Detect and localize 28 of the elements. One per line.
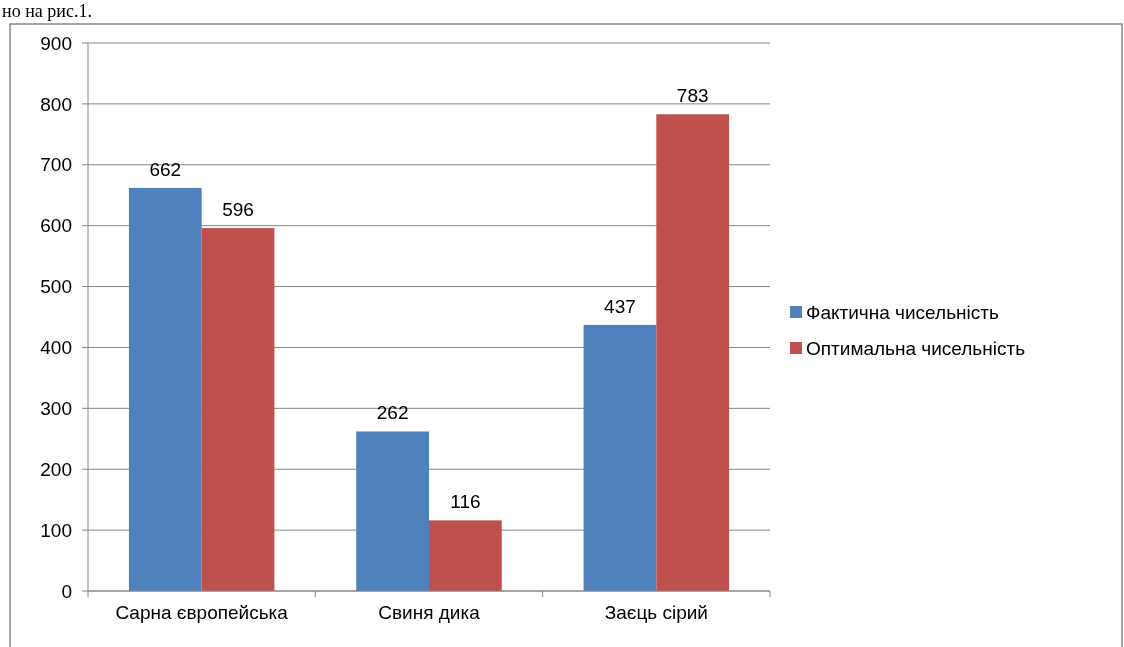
x-tick-label: Заєць сірий — [604, 602, 708, 623]
bar — [583, 324, 657, 591]
y-tick-label: 100 — [40, 519, 72, 541]
x-tick-label: Свиня дика — [378, 602, 481, 623]
y-tick-label: 600 — [40, 215, 72, 237]
y-tick-label: 800 — [40, 93, 72, 115]
y-tick-label: 700 — [40, 154, 72, 176]
legend-label: Оптимальна чисельність — [806, 337, 1026, 359]
data-label: 116 — [450, 491, 481, 513]
bar — [201, 228, 275, 591]
data-label: 783 — [676, 85, 709, 107]
legend-label: Фактична чисельність — [806, 301, 999, 323]
bar — [128, 187, 202, 591]
data-label: 662 — [149, 158, 182, 180]
y-tick-label: 300 — [40, 397, 72, 419]
data-label: 262 — [376, 402, 409, 424]
bar — [656, 114, 730, 591]
data-label: 437 — [604, 295, 636, 317]
y-tick-label: 500 — [40, 276, 72, 298]
bar — [356, 431, 429, 591]
y-tick-label: 900 — [40, 32, 72, 54]
bar — [429, 520, 502, 591]
y-tick-label: 400 — [40, 337, 72, 359]
data-label: 596 — [222, 199, 254, 221]
x-tick-label: Сарна європейська — [115, 602, 289, 623]
y-tick-label: 0 — [61, 580, 72, 602]
y-tick-label: 200 — [40, 458, 72, 480]
text: но на рис.1. — [2, 1, 92, 21]
